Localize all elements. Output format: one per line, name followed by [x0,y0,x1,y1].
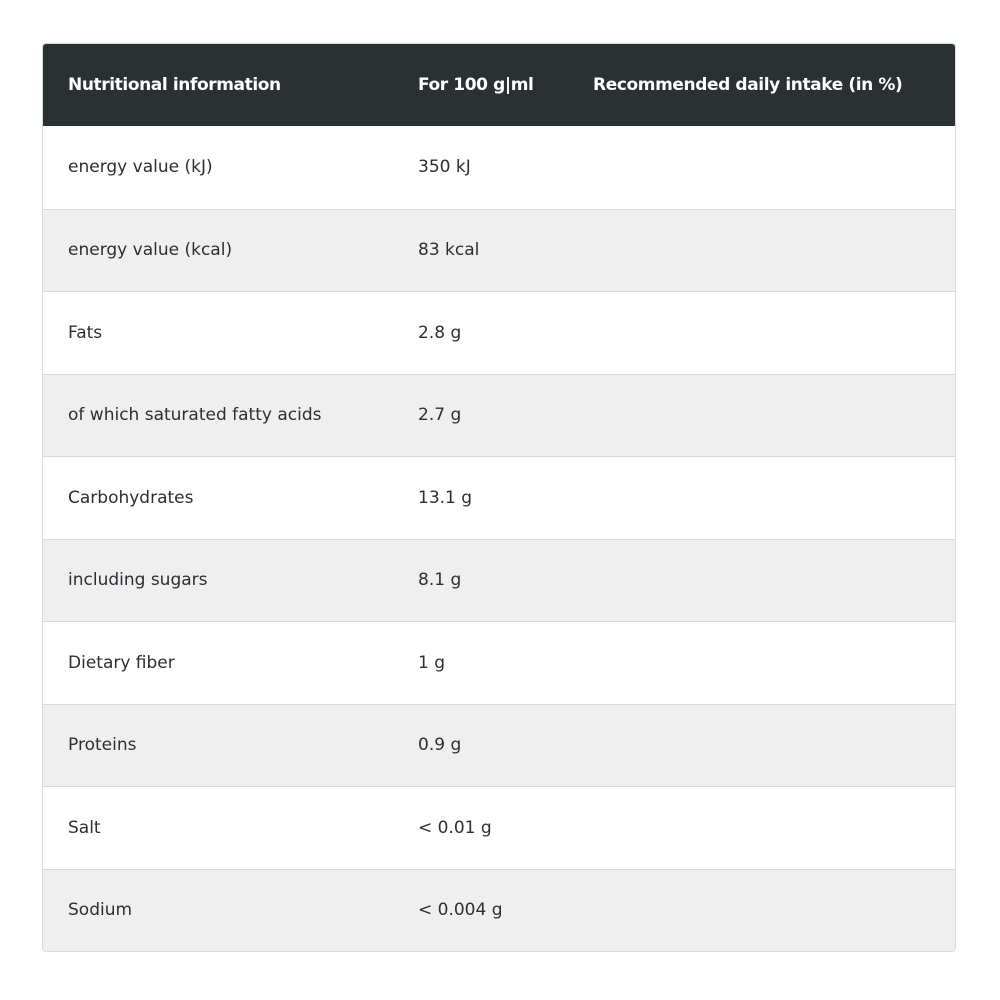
table-row: Proteins 0.9 g [43,703,955,786]
table-row: Fats 2.8 g [43,291,955,374]
nutrient-value: 8.1 g [418,570,462,591]
header-per-100: For 100 g|ml [418,75,534,95]
nutrient-name: Proteins [68,735,137,756]
nutrition-table: Nutritional information For 100 g|ml Rec… [42,43,956,952]
nutrient-value: < 0.004 g [418,900,503,921]
header-daily-intake: Recommended daily intake (in %) [593,75,903,95]
nutrient-name: Sodium [68,900,133,921]
nutrient-name: including sugars [68,570,208,591]
nutrient-value: < 0.01 g [418,817,492,838]
nutrient-name: Salt [68,817,101,838]
table-row: energy value (kcal) 83 kcal [43,208,955,291]
nutrient-name: energy value (kJ) [68,157,213,178]
nutrient-value: 83 kcal [418,240,480,261]
nutrient-name: Carbohydrates [68,487,194,508]
table-row: Dietary fiber 1 g [43,621,955,704]
nutrient-value: 0.9 g [418,735,462,756]
table-header: Nutritional information For 100 g|ml Rec… [43,44,955,126]
table-body: energy value (kJ) 350 kJ energy value (k… [43,126,955,951]
table-row: Salt < 0.01 g [43,786,955,869]
table-row: energy value (kJ) 350 kJ [43,126,955,209]
nutrient-value: 13.1 g [418,487,473,508]
table-row: including sugars 8.1 g [43,538,955,621]
table-row: of which saturated fatty acids 2.7 g [43,373,955,456]
nutrient-value: 1 g [418,652,446,673]
nutrient-value: 350 kJ [418,157,471,178]
nutrient-name: Fats [68,322,103,343]
nutrient-name: Dietary fiber [68,652,175,673]
table-row: Carbohydrates 13.1 g [43,456,955,539]
nutrient-value: 2.7 g [418,405,462,426]
nutrient-name: energy value (kcal) [68,240,233,261]
header-nutritional-information: Nutritional information [68,75,281,95]
table-row: Sodium < 0.004 g [43,868,955,951]
nutrient-name: of which saturated fatty acids [68,405,322,426]
nutrient-value: 2.8 g [418,322,462,343]
